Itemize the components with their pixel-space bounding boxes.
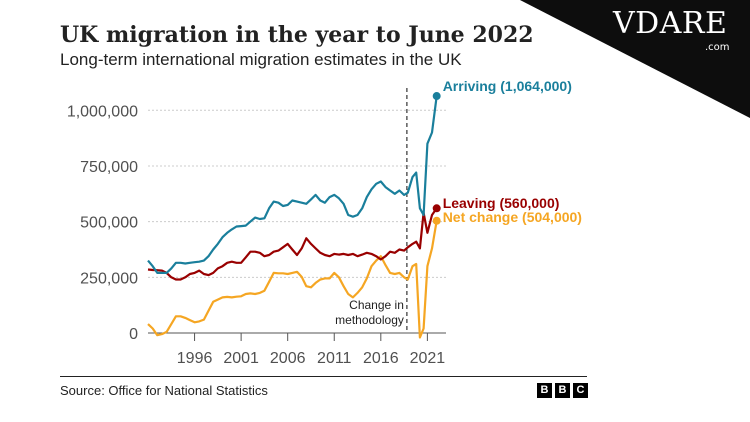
series-line-arriving bbox=[147, 95, 438, 274]
series-label-leaving: Leaving (560,000) bbox=[443, 195, 560, 211]
x-tick-label: 2016 bbox=[363, 350, 399, 367]
y-tick-label: 750,000 bbox=[80, 159, 138, 176]
watermark-suffix: .com bbox=[705, 42, 730, 53]
series-line-net-change bbox=[147, 220, 438, 339]
source-text: Source: Office for National Statistics bbox=[60, 383, 268, 398]
bbc-letter: B bbox=[555, 383, 570, 398]
y-tick-label: 250,000 bbox=[80, 270, 138, 287]
watermark-logo: VDARE bbox=[613, 6, 728, 41]
x-tick-label: 2021 bbox=[410, 350, 446, 367]
series-endpoint-arriving bbox=[432, 92, 441, 101]
bbc-letter: B bbox=[537, 383, 552, 398]
annotation-line-1: Change in bbox=[349, 298, 404, 312]
bbc-letter: C bbox=[573, 383, 588, 398]
series-label-arriving: Arriving (1,064,000) bbox=[443, 78, 572, 94]
y-tick-label: 1,000,000 bbox=[67, 103, 138, 120]
x-tick-label: 2001 bbox=[223, 350, 259, 367]
chart-subtitle: Long-term international migration estima… bbox=[60, 50, 462, 69]
x-tick-label: 2011 bbox=[317, 350, 352, 367]
x-tick-label: 1996 bbox=[177, 350, 213, 367]
chart-title: UK migration in the year to June 2022 bbox=[60, 22, 534, 48]
y-tick-label: 500,000 bbox=[80, 215, 138, 232]
x-tick-label: 2006 bbox=[270, 350, 306, 367]
series-endpoint-net-change bbox=[432, 216, 441, 225]
bbc-logo: B B C bbox=[537, 383, 588, 398]
y-tick-label: 0 bbox=[129, 326, 138, 343]
source-divider bbox=[60, 376, 587, 377]
series-endpoint-leaving bbox=[432, 204, 441, 213]
series-line-leaving bbox=[147, 207, 438, 281]
annotation-line-2: methodology bbox=[335, 313, 404, 327]
series-label-net-change: Net change (504,000) bbox=[443, 209, 582, 225]
